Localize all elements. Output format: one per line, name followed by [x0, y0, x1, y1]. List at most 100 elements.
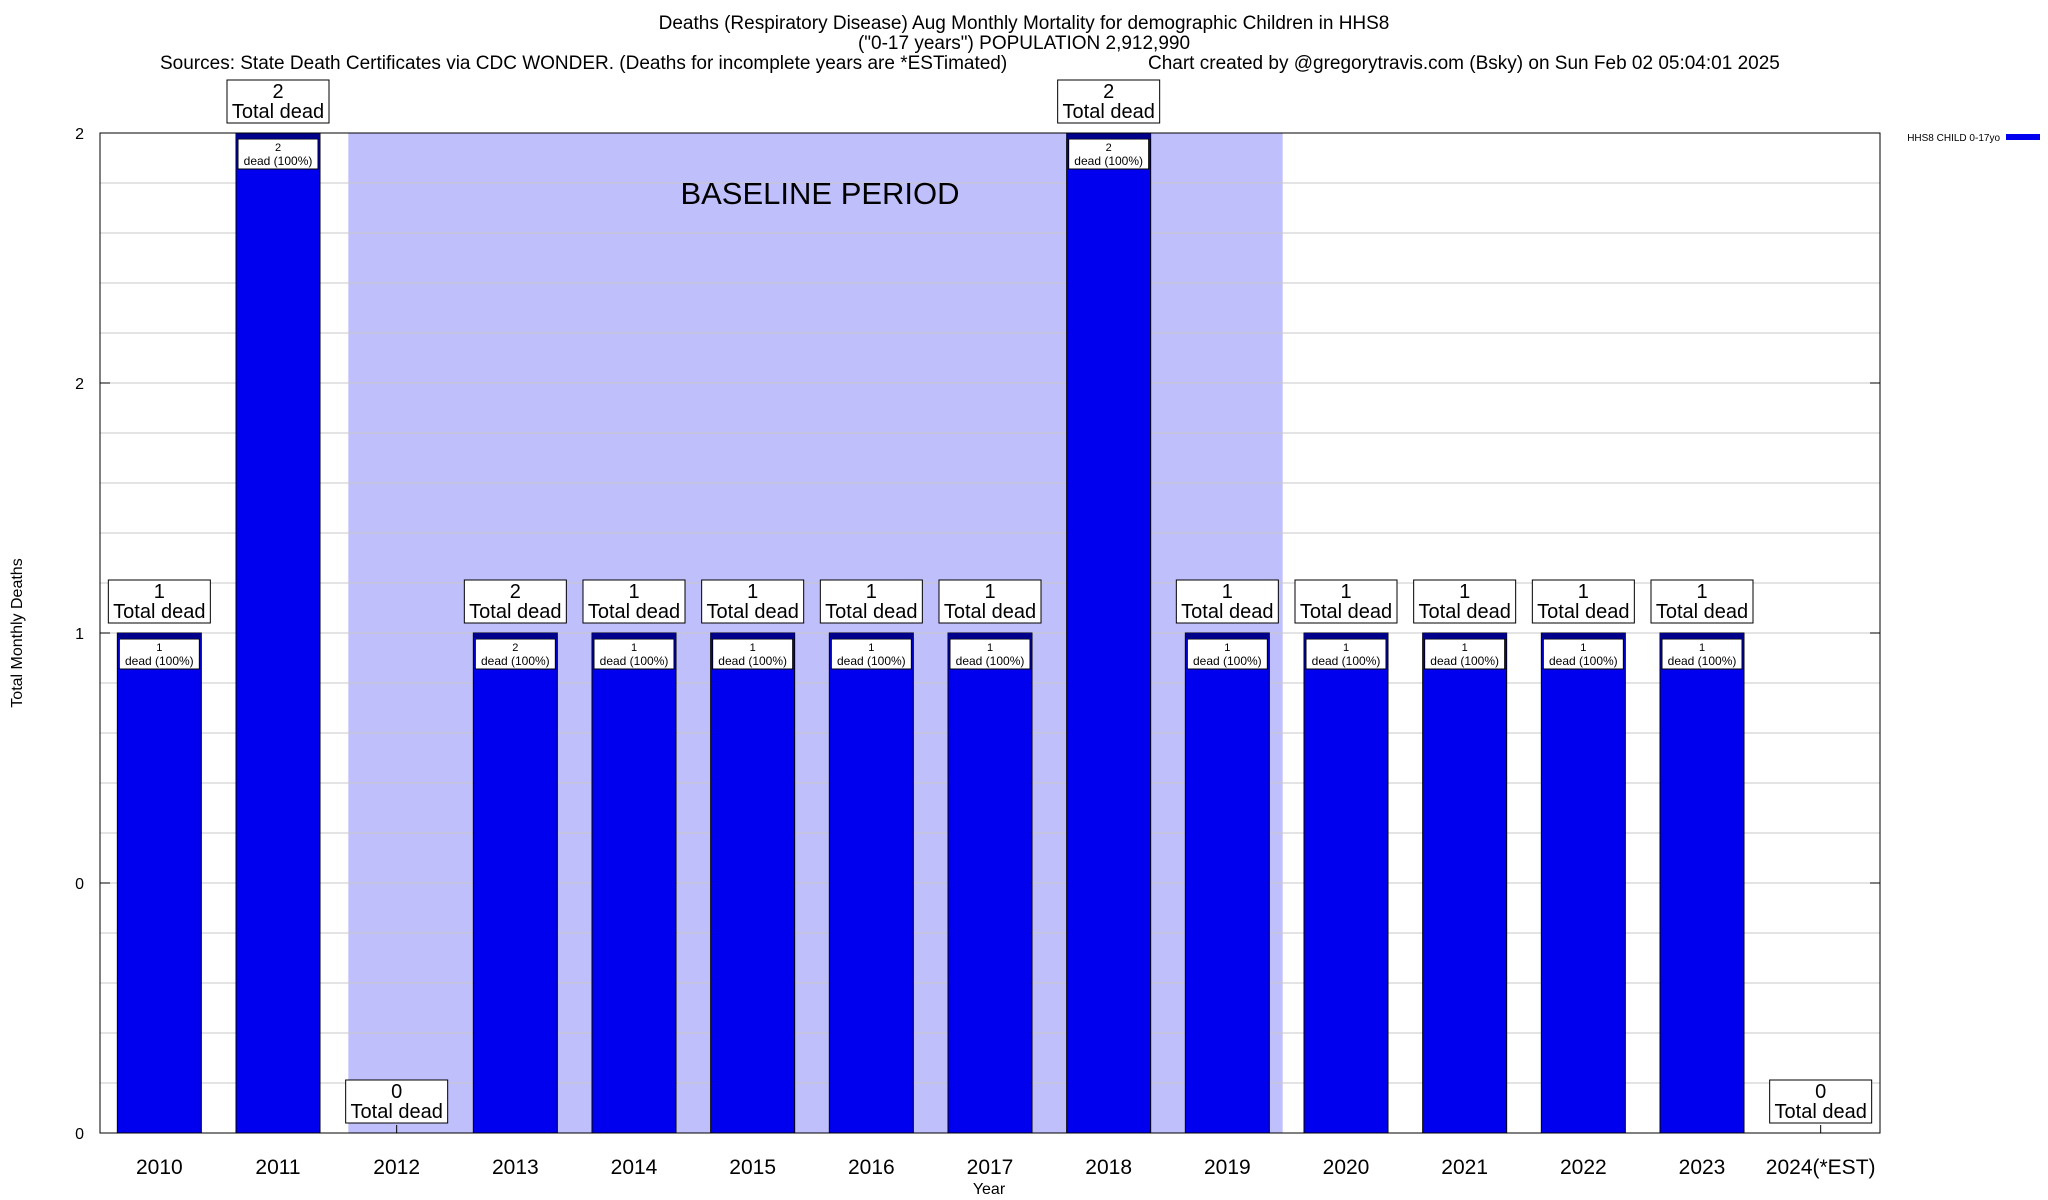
inner-label-box — [1186, 638, 1268, 670]
total-label-caption: Total dead — [588, 601, 680, 623]
inner-label-count: 1 — [750, 642, 756, 654]
bar — [1184, 632, 1270, 1134]
inner-label-caption: dead (100%) — [1549, 654, 1618, 668]
inner-label-caption: dead (100%) — [1668, 654, 1737, 668]
inner-label-box — [1661, 638, 1743, 670]
x-tick-label: 2015 — [729, 1156, 776, 1179]
total-label-caption: Total dead — [1537, 601, 1629, 623]
inner-label-box — [712, 638, 794, 670]
total-label-count: 1 — [1459, 581, 1470, 603]
bar-top-edge — [1541, 633, 1626, 638]
bar — [1659, 632, 1745, 1134]
bar-top-edge — [1304, 633, 1388, 638]
inner-label-count: 1 — [156, 642, 162, 654]
total-label-count: 0 — [1815, 1081, 1826, 1103]
y-tick-label: 2 — [75, 126, 84, 143]
total-label-count: 2 — [272, 81, 283, 103]
total-label-count: 1 — [747, 581, 758, 603]
bar-top-edge — [473, 633, 558, 638]
total-label-caption: Total dead — [1181, 601, 1273, 623]
inner-label-count: 2 — [512, 642, 518, 654]
total-label-caption: Total dead — [232, 101, 324, 123]
total-label-count: 1 — [154, 581, 165, 603]
bar — [710, 632, 796, 1134]
inner-label-caption: dead (100%) — [837, 654, 906, 668]
bar-top-edge — [1660, 633, 1744, 638]
total-label-caption: Total dead — [944, 601, 1036, 623]
total-label-count: 1 — [1340, 581, 1351, 603]
total-label-box — [701, 579, 805, 624]
bar — [947, 632, 1033, 1134]
x-tick-label: 2024(*EST) — [1766, 1156, 1876, 1179]
total-label-box — [1650, 579, 1754, 624]
plot-frame — [99, 132, 1881, 1134]
total-label-box — [1531, 579, 1635, 624]
total-label-caption: Total dead — [1300, 601, 1392, 623]
total-label-caption: Total dead — [1656, 601, 1748, 623]
inner-label-caption: dead (100%) — [481, 654, 550, 668]
x-tick-label: 2021 — [1441, 1156, 1488, 1179]
total-label-count: 1 — [1578, 581, 1589, 603]
total-label-count: 1 — [1696, 581, 1707, 603]
total-label-box — [1294, 579, 1398, 624]
x-tick-label: 2011 — [255, 1156, 300, 1179]
inner-label-box — [1542, 638, 1624, 670]
inner-label-caption: dead (100%) — [1312, 654, 1381, 668]
inner-label-count: 1 — [987, 642, 993, 654]
bar — [828, 632, 914, 1134]
y-axis-title: Total Monthly Deaths — [9, 558, 26, 707]
bar — [1422, 632, 1508, 1134]
chart-title: Deaths (Respiratory Disease) Aug Monthly… — [658, 13, 1390, 34]
x-tick-label: 2019 — [1204, 1156, 1251, 1179]
total-label-box — [1057, 79, 1161, 124]
bar — [472, 632, 558, 1134]
inner-label-caption: dead (100%) — [718, 654, 787, 668]
y-tick-label: 0 — [75, 876, 84, 893]
inner-label-box — [118, 638, 200, 670]
bar-top-edge — [592, 633, 676, 638]
bar-top-edge — [1066, 133, 1151, 138]
total-label-box — [1769, 1079, 1873, 1124]
inner-label-caption: dead (100%) — [956, 654, 1025, 668]
inner-label-caption: dead (100%) — [1074, 154, 1143, 168]
bar-top-edge — [710, 633, 795, 638]
bar — [1303, 632, 1389, 1134]
total-label-caption: Total dead — [351, 1101, 443, 1123]
inner-label-box — [237, 138, 319, 170]
bar-top-edge — [236, 133, 320, 138]
total-label-caption: Total dead — [1063, 101, 1155, 123]
total-label-caption: Total dead — [1419, 601, 1511, 623]
inner-label-count: 1 — [631, 642, 637, 654]
total-label-count: 2 — [510, 581, 521, 603]
y-tick-label: 2 — [75, 376, 84, 393]
bar — [591, 632, 677, 1134]
y-tick-label: 0 — [75, 1126, 84, 1143]
chart-sources: Sources: State Death Certificates via CD… — [160, 53, 1008, 74]
inner-label-count: 1 — [1699, 642, 1705, 654]
x-tick-label: 2023 — [1679, 1156, 1726, 1179]
inner-label-caption: dead (100%) — [600, 654, 669, 668]
bar-top-edge — [829, 633, 914, 638]
total-label-box — [938, 579, 1042, 624]
bar-top-edge — [1422, 633, 1507, 638]
x-tick-label: 2022 — [1560, 1156, 1607, 1179]
bar-top-edge — [117, 633, 202, 638]
x-axis-title: Year — [973, 1181, 1006, 1198]
inner-label-caption: dead (100%) — [125, 654, 194, 668]
total-label-caption: Total dead — [113, 601, 205, 623]
inner-label-box — [1068, 138, 1150, 170]
total-label-caption: Total dead — [469, 601, 561, 623]
chart-credit: Chart created by @gregorytravis.com (Bsk… — [1148, 53, 1780, 74]
inner-label-caption: dead (100%) — [244, 154, 313, 168]
inner-label-box — [1424, 638, 1506, 670]
total-label-caption: Total dead — [1775, 1101, 1867, 1123]
inner-label-box — [949, 638, 1031, 670]
legend-swatch — [2006, 134, 2040, 140]
inner-label-box — [593, 638, 675, 670]
x-tick-label: 2016 — [848, 1156, 895, 1179]
baseline-label: BASELINE PERIOD — [680, 176, 959, 211]
total-label-caption: Total dead — [707, 601, 799, 623]
total-label-box — [819, 579, 923, 624]
inner-label-caption: dead (100%) — [1193, 654, 1262, 668]
bar — [116, 632, 202, 1134]
